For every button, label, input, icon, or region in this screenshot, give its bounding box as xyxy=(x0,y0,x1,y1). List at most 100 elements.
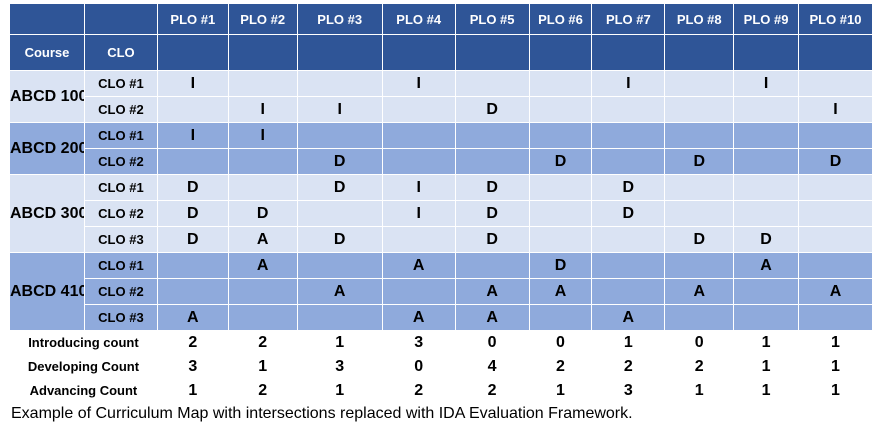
count-value: 0 xyxy=(528,330,593,355)
ida-cell xyxy=(381,96,456,123)
header-blank xyxy=(227,34,298,71)
count-value: 1 xyxy=(227,354,298,379)
ida-cell: A xyxy=(664,278,735,305)
ida-cell xyxy=(733,148,799,175)
count-value: 1 xyxy=(733,330,799,355)
ida-cell: D xyxy=(227,200,298,227)
ida-cell xyxy=(454,252,530,279)
ida-cell: I xyxy=(797,96,874,123)
ida-cell xyxy=(156,96,229,123)
ida-cell xyxy=(797,174,874,201)
plo-header: PLO #3 xyxy=(296,3,383,35)
ida-cell xyxy=(296,252,383,279)
ida-cell: D xyxy=(664,148,735,175)
count-value: 0 xyxy=(664,330,735,355)
header-blank xyxy=(156,34,229,71)
header-blank xyxy=(664,34,735,71)
count-value: 1 xyxy=(528,378,593,403)
ida-cell xyxy=(227,148,298,175)
ida-cell: D xyxy=(591,200,666,227)
clo-header: CLO xyxy=(83,34,158,71)
ida-cell xyxy=(454,70,530,97)
header-blank xyxy=(9,3,85,35)
ida-cell xyxy=(591,226,666,253)
ida-cell xyxy=(381,226,456,253)
ida-cell xyxy=(156,148,229,175)
ida-cell xyxy=(227,304,298,331)
ida-cell xyxy=(381,278,456,305)
course-name: ABCD 1000 xyxy=(9,70,85,123)
count-value: 2 xyxy=(381,378,456,403)
ida-cell: A xyxy=(227,252,298,279)
count-label: Developing Count xyxy=(9,354,158,379)
ida-cell xyxy=(664,252,735,279)
ida-cell: A xyxy=(733,252,799,279)
ida-cell: A xyxy=(296,278,383,305)
ida-cell xyxy=(156,252,229,279)
count-row: Developing Count 3 1 3 0 4 2 2 2 1 1 xyxy=(9,354,874,379)
count-value: 2 xyxy=(227,330,298,355)
ida-cell xyxy=(797,252,874,279)
ida-cell: D xyxy=(454,174,530,201)
ida-cell xyxy=(664,70,735,97)
clo-label: CLO #1 xyxy=(83,70,158,97)
ida-cell: D xyxy=(797,148,874,175)
plo-header: PLO #9 xyxy=(733,3,799,35)
ida-cell xyxy=(797,200,874,227)
ida-cell xyxy=(528,70,593,97)
ida-cell xyxy=(733,174,799,201)
ida-cell xyxy=(591,122,666,149)
ida-cell: D xyxy=(454,200,530,227)
ida-cell xyxy=(296,304,383,331)
header-blank xyxy=(528,34,593,71)
ida-cell xyxy=(528,122,593,149)
count-value: 1 xyxy=(733,354,799,379)
header-blank xyxy=(296,34,383,71)
ida-cell xyxy=(454,122,530,149)
clo-label: CLO #1 xyxy=(83,252,158,279)
ida-cell xyxy=(797,70,874,97)
course-header: Course xyxy=(9,34,85,71)
ida-cell: A xyxy=(591,304,666,331)
ida-cell: D xyxy=(454,96,530,123)
course-name: ABCD 2001 xyxy=(9,122,85,175)
ida-cell: A xyxy=(381,252,456,279)
count-value: 1 xyxy=(797,354,874,379)
ida-cell xyxy=(664,96,735,123)
count-value: 2 xyxy=(156,330,229,355)
clo-label: CLO #2 xyxy=(83,200,158,227)
clo-label: CLO #3 xyxy=(83,226,158,253)
clo-label: CLO #2 xyxy=(83,278,158,305)
header-blank xyxy=(591,34,666,71)
ida-cell: D xyxy=(156,174,229,201)
table-row: CLO #3 A A A A xyxy=(10,304,874,331)
ida-cell xyxy=(797,226,874,253)
header-blank xyxy=(381,34,456,71)
count-value: 3 xyxy=(591,378,666,403)
count-value: 3 xyxy=(296,354,383,379)
ida-cell xyxy=(591,148,666,175)
ida-cell xyxy=(733,304,799,331)
ida-cell xyxy=(733,122,799,149)
ida-cell xyxy=(296,122,383,149)
ida-cell xyxy=(227,174,298,201)
table-row: CLO #3 D A D D D D xyxy=(10,226,874,253)
ida-cell xyxy=(591,252,666,279)
ida-cell: I xyxy=(381,70,456,97)
clo-label: CLO #3 xyxy=(83,304,158,331)
ida-cell xyxy=(733,96,799,123)
count-value: 0 xyxy=(381,354,456,379)
ida-cell xyxy=(227,70,298,97)
count-value: 2 xyxy=(528,354,593,379)
ida-cell: D xyxy=(454,226,530,253)
ida-cell: A xyxy=(528,278,593,305)
ida-cell xyxy=(591,278,666,305)
ida-cell: I xyxy=(227,96,298,123)
count-value: 2 xyxy=(227,378,298,403)
table-row: CLO #2 D D D D xyxy=(10,148,874,175)
count-label: Advancing Count xyxy=(9,378,158,403)
ida-cell: A xyxy=(381,304,456,331)
ida-cell xyxy=(156,278,229,305)
